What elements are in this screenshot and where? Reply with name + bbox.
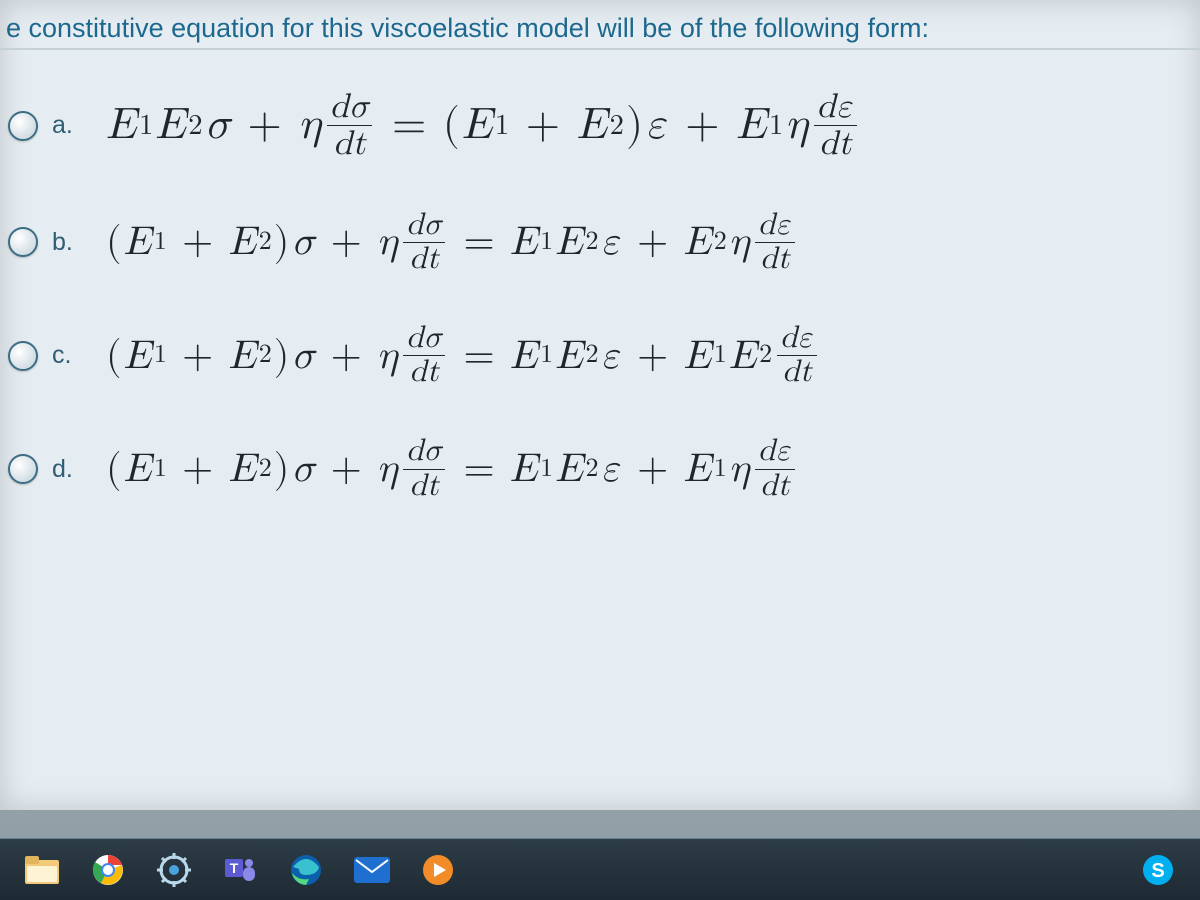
options-list: a. E1E2σ + η dσdt = (E1 + E2)ε + E1η dεd…	[8, 90, 1188, 550]
option-letter: c.	[52, 341, 88, 370]
svg-text:T: T	[230, 860, 239, 876]
radio-d[interactable]	[8, 454, 38, 484]
equation-b: (E1 + E2)σ + η dσdt = E1E2ε + E2η dεdt	[106, 210, 1188, 275]
option-c[interactable]: c. (E1 + E2)σ + η dσdt = E1E2ε + E1E2 dε…	[8, 323, 1188, 388]
file-explorer-icon[interactable]	[18, 846, 66, 894]
option-letter: b.	[52, 228, 88, 257]
screen: { "viewport": { "width": 1200, "height":…	[0, 0, 1200, 900]
settings-icon[interactable]	[150, 846, 198, 894]
option-d[interactable]: d. (E1 + E2)σ + η dσdt = E1E2ε + E1η dεd…	[8, 436, 1188, 501]
radio-a[interactable]	[8, 111, 38, 141]
radio-c[interactable]	[8, 341, 38, 371]
mail-icon[interactable]	[348, 846, 396, 894]
equation-c: (E1 + E2)σ + η dσdt = E1E2ε + E1E2 dεdt	[106, 323, 1188, 388]
media-player-icon[interactable]	[414, 846, 462, 894]
edge-icon[interactable]	[282, 846, 330, 894]
quiz-content-area: e constitutive equation for this viscoel…	[0, 0, 1200, 810]
option-a[interactable]: a. E1E2σ + η dσdt = (E1 + E2)ε + E1η dεd…	[8, 90, 1188, 162]
option-b[interactable]: b. (E1 + E2)σ + η dσdt = E1E2ε + E2η dεd…	[8, 210, 1188, 275]
skype-icon[interactable]: S	[1134, 846, 1182, 894]
option-letter: d.	[52, 455, 88, 484]
option-letter: a.	[52, 111, 88, 140]
radio-b[interactable]	[8, 227, 38, 257]
taskbar: T	[0, 838, 1200, 900]
chrome-icon[interactable]	[84, 846, 132, 894]
equation-a: E1E2σ + η dσdt = (E1 + E2)ε + E1η dεdt	[106, 90, 1188, 162]
teams-icon[interactable]: T	[216, 846, 264, 894]
equation-d: (E1 + E2)σ + η dσdt = E1E2ε + E1η dεdt	[106, 436, 1188, 501]
svg-text:S: S	[1151, 860, 1164, 882]
question-prompt: e constitutive equation for this viscoel…	[0, 8, 1200, 50]
